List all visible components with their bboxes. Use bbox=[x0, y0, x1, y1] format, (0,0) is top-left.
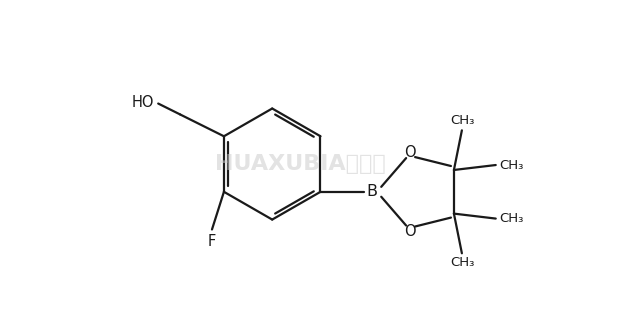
Text: O: O bbox=[404, 224, 416, 239]
Text: HO: HO bbox=[132, 95, 154, 110]
Text: HUAXUBIA化学加: HUAXUBIA化学加 bbox=[214, 154, 385, 174]
Text: CH₃: CH₃ bbox=[451, 114, 475, 127]
Text: CH₃: CH₃ bbox=[499, 212, 524, 225]
Text: CH₃: CH₃ bbox=[499, 159, 524, 171]
Text: F: F bbox=[208, 235, 216, 249]
Text: O: O bbox=[404, 144, 416, 160]
Text: B: B bbox=[367, 184, 377, 199]
Text: CH₃: CH₃ bbox=[451, 256, 475, 269]
